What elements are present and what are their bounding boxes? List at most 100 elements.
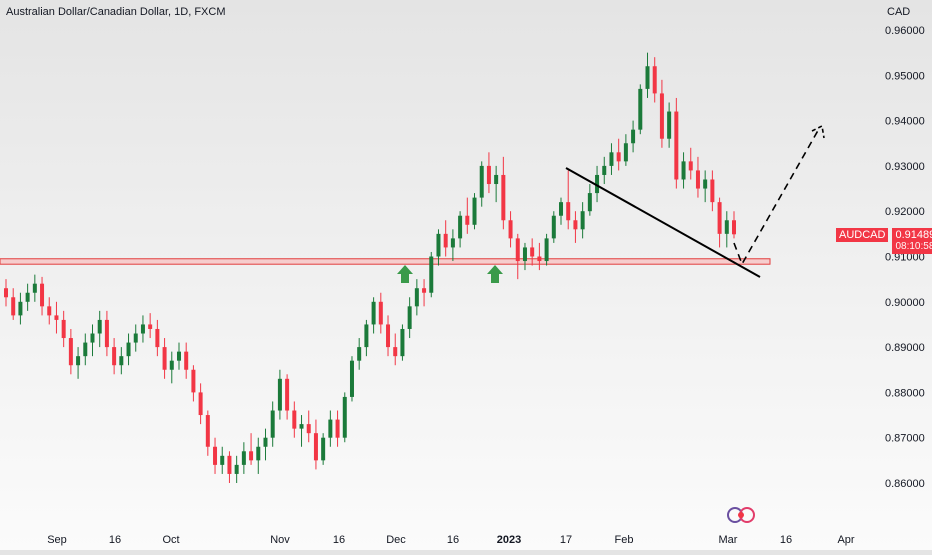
bullish-candle xyxy=(133,324,138,352)
bullish-candle xyxy=(450,229,455,262)
candle-body xyxy=(249,451,254,461)
candle-body xyxy=(11,297,16,316)
candle-body xyxy=(364,324,369,348)
bearish-candle xyxy=(566,170,571,230)
candle-body xyxy=(90,333,95,343)
bullish-candle xyxy=(595,165,600,203)
bearish-candle xyxy=(249,433,254,465)
bearish-candle xyxy=(184,342,189,379)
bullish-candle xyxy=(587,184,592,216)
bearish-candle xyxy=(11,288,16,320)
bullish-candle xyxy=(349,356,354,402)
bullish-candle xyxy=(472,193,477,230)
x-tick-label: Dec xyxy=(386,534,406,546)
bullish-candle xyxy=(414,279,419,316)
bearish-candle xyxy=(47,297,52,325)
candle-body xyxy=(97,319,102,334)
projection-path xyxy=(733,126,821,266)
y-tick-label: 0.89000 xyxy=(885,342,925,354)
price-tag: AUDCAD 0.91489 08:10:58 xyxy=(836,228,932,254)
candle-body xyxy=(76,356,81,366)
bearish-candle xyxy=(530,238,535,266)
candle-body xyxy=(414,288,419,307)
candle-body xyxy=(140,324,145,334)
bullish-candle xyxy=(234,455,239,483)
candle-body xyxy=(544,238,549,262)
bullish-candle xyxy=(364,319,369,357)
bullish-candle xyxy=(638,84,643,135)
bearish-candle xyxy=(68,328,73,375)
bearish-candle xyxy=(710,170,715,212)
candle-body xyxy=(479,165,484,198)
candle-body xyxy=(494,174,499,185)
candle-body xyxy=(148,324,153,329)
x-tick-label: Mar xyxy=(719,534,738,546)
candle-body xyxy=(191,369,196,393)
candle-body xyxy=(667,111,672,139)
y-tick-label: 0.93000 xyxy=(885,161,925,173)
last-price: 0.91489 xyxy=(895,229,932,241)
x-tick-label: Nov xyxy=(270,534,290,546)
currency-label: CAD xyxy=(887,6,911,18)
candle-body xyxy=(566,202,571,221)
y-tick-label: 0.86000 xyxy=(885,478,925,490)
bearish-candle xyxy=(306,410,311,443)
candle-body xyxy=(429,256,434,293)
candle-body xyxy=(32,283,37,293)
candle-body xyxy=(220,455,225,465)
candle-body xyxy=(321,437,326,461)
x-tick-label: Sep xyxy=(47,534,67,546)
candle-body xyxy=(386,324,391,348)
candle-body xyxy=(299,424,304,429)
bullish-candle xyxy=(176,342,181,370)
bullish-candle xyxy=(400,324,405,361)
bullish-candle xyxy=(522,242,527,271)
candle-body xyxy=(54,315,59,320)
bullish-candle xyxy=(83,333,88,366)
x-tick-label: 2023 xyxy=(497,534,521,546)
bullish-candle xyxy=(703,170,708,203)
candle-body xyxy=(18,301,23,316)
candle-body xyxy=(501,174,506,221)
bearish-candle xyxy=(61,310,66,348)
tradingview-logo-icon[interactable] xyxy=(726,506,756,524)
arrow-up-icon xyxy=(487,265,503,283)
candle-body xyxy=(458,215,463,239)
bullish-candle xyxy=(458,211,463,248)
bearish-candle xyxy=(227,451,232,483)
x-tick-label: 16 xyxy=(447,534,459,546)
bullish-candle xyxy=(126,333,131,366)
bullish-candle xyxy=(551,211,556,243)
candle-body xyxy=(486,165,491,185)
symbol-badge: AUDCAD xyxy=(836,228,889,242)
candle-body xyxy=(602,165,607,175)
bearish-candle xyxy=(112,338,117,375)
bullish-candle xyxy=(321,433,326,465)
bullish-candle xyxy=(32,274,37,302)
candle-body xyxy=(198,392,203,416)
bullish-candle xyxy=(18,292,23,325)
candle-body xyxy=(104,319,109,348)
bearish-candle xyxy=(335,410,340,447)
bearish-candle xyxy=(717,197,722,248)
candle-body xyxy=(371,301,376,325)
x-tick-label: 16 xyxy=(109,534,121,546)
candle-body xyxy=(292,410,297,429)
candle-body xyxy=(551,215,556,239)
bearish-candle xyxy=(155,319,160,357)
bullish-candle xyxy=(602,156,607,185)
candle-body xyxy=(256,446,261,461)
bearish-candle xyxy=(198,383,203,425)
y-tick-label: 0.87000 xyxy=(885,433,925,445)
bearish-candle xyxy=(40,276,45,316)
bearish-candle xyxy=(537,242,542,271)
bullish-candle xyxy=(371,297,376,334)
candle-body xyxy=(695,170,700,189)
y-tick-label: 0.92000 xyxy=(885,206,925,218)
bullish-candle xyxy=(667,102,672,148)
bullish-candle xyxy=(328,410,333,447)
candle-body xyxy=(61,319,66,339)
bullish-candle xyxy=(357,338,362,370)
